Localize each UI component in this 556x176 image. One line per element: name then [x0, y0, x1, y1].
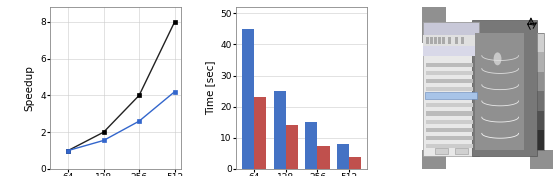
Bar [538, 72, 544, 91]
Bar [538, 52, 544, 72]
Bar [537, 33, 544, 150]
Bar [286, 125, 298, 169]
Bar [426, 111, 473, 115]
Bar [274, 91, 286, 169]
Bar [426, 95, 473, 99]
Bar [424, 46, 479, 56]
Bar [435, 148, 448, 154]
Bar [426, 71, 473, 75]
Bar [530, 150, 553, 169]
Bar [426, 37, 429, 44]
Bar [472, 20, 538, 156]
Bar [430, 37, 433, 44]
Bar [426, 128, 473, 132]
Bar [426, 120, 473, 124]
Bar [448, 37, 451, 44]
Bar [422, 150, 446, 169]
Bar [422, 7, 446, 43]
Bar [538, 130, 544, 150]
Bar [317, 146, 330, 169]
Bar [426, 87, 473, 91]
Bar [425, 92, 477, 99]
Bar [254, 97, 266, 169]
Bar [426, 144, 473, 148]
Y-axis label: Time [sec]: Time [sec] [205, 61, 215, 115]
Bar [538, 111, 544, 130]
Bar [305, 122, 317, 169]
Bar [424, 34, 479, 46]
Bar [349, 156, 361, 169]
Bar [434, 37, 437, 44]
Bar [538, 33, 544, 52]
Ellipse shape [494, 52, 502, 65]
Bar [538, 91, 544, 111]
Bar [461, 37, 464, 44]
Bar [337, 144, 349, 169]
Bar [424, 22, 479, 156]
Y-axis label: Speedup: Speedup [24, 65, 34, 111]
Bar [475, 33, 524, 150]
Bar [442, 37, 445, 44]
Bar [424, 22, 479, 34]
Bar [426, 103, 473, 107]
Bar [426, 136, 473, 140]
Bar [455, 148, 468, 154]
Bar [438, 37, 441, 44]
Bar [426, 79, 473, 83]
Bar [455, 37, 458, 44]
Bar [242, 29, 254, 169]
Bar [426, 63, 473, 67]
